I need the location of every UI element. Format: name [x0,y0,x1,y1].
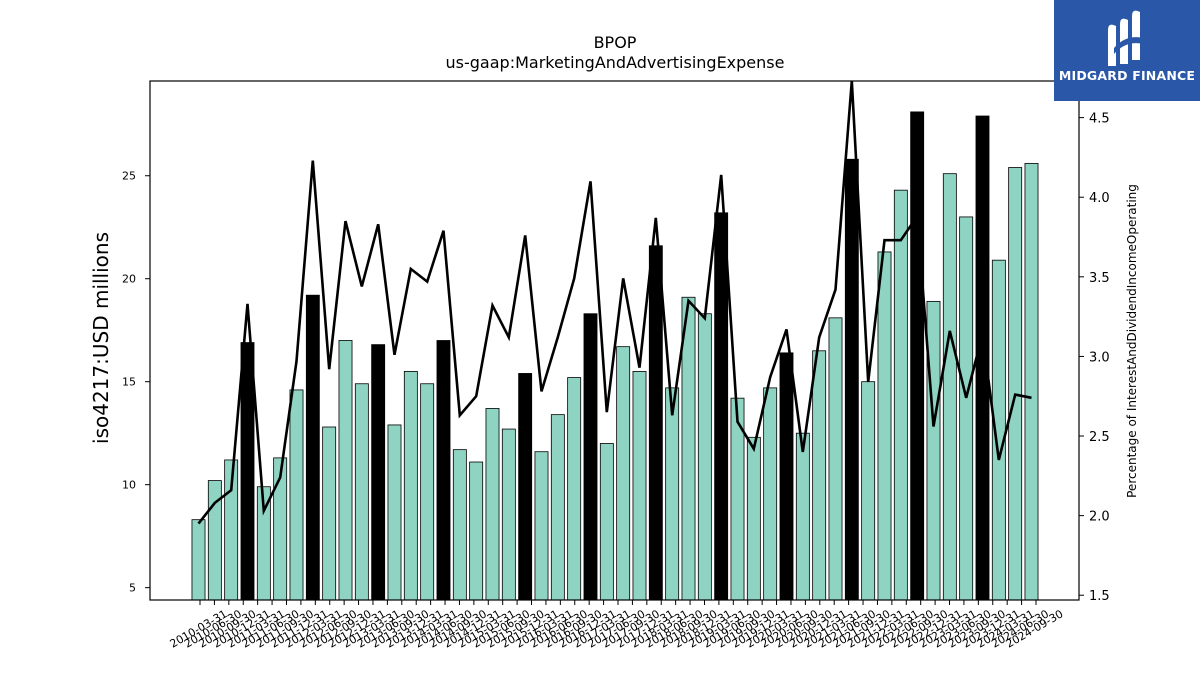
bar [420,383,435,601]
bar [387,424,402,601]
logo-text: MIDGARD FINANCE [1058,68,1196,83]
x-axis: 2010-03-312010-06-302010-09-302010-12-31… [168,600,1066,651]
bar [501,428,516,601]
series-line [197,80,1032,525]
bar [469,461,484,601]
y-tick-label: 25 [122,170,136,183]
bar [322,426,337,601]
bar [632,370,647,601]
bar [861,381,876,601]
y2-tick-label: 3.5 [1089,271,1110,286]
bar [714,212,729,601]
bars-layer [191,111,1039,601]
bar [746,436,761,601]
bar [191,519,206,601]
y-axis-right: 1.5 2.0 2.5 3.0 3.5 4.0 4.5 [1079,112,1110,604]
bar [812,350,827,601]
bar [844,158,859,601]
y2-tick-label: 4.0 [1089,191,1110,206]
bar [942,173,957,601]
y-tick-label: 20 [122,273,136,286]
bar [828,317,843,601]
y2-tick-label: 3.0 [1089,350,1110,365]
y2-tick-label: 1.5 [1089,589,1110,604]
bar [305,294,320,601]
bar [518,373,533,601]
bar [1024,162,1039,601]
bar [354,383,369,601]
bar [485,408,500,601]
bar [452,449,467,601]
bar [763,387,778,601]
y-axis-left: 5 10 15 20 25 [122,170,150,595]
bar [648,245,663,601]
bar [959,216,974,601]
bar [289,389,304,601]
bar [779,352,794,601]
bar [403,370,418,601]
bar [534,451,549,601]
bar [665,387,680,601]
y-axis-label: iso4217:USD millions [89,232,113,444]
bar [338,340,353,601]
bar [616,346,631,601]
y2-axis-label: Percentage of InterestAndDividendIncomeO… [1125,184,1139,498]
bar [681,296,696,601]
bar [877,251,892,601]
y-tick-label: 15 [122,376,136,389]
bar [567,377,582,601]
bar [910,111,925,601]
bar [583,313,598,601]
bar [893,189,908,601]
bar [240,342,255,601]
chart-subtitle: us-gaap:MarketingAndAdvertisingExpense [446,53,785,72]
line-layer [197,80,1032,525]
bar [436,340,451,601]
y2-tick-label: 4.5 [1089,112,1110,127]
y2-tick-label: 2.0 [1089,510,1110,525]
bar [975,115,990,601]
bar [599,443,614,601]
chart-title: BPOP [594,33,637,52]
logo-mark-icon [1108,10,1144,67]
bar [1008,167,1023,601]
bar [795,432,810,601]
y2-tick-label: 2.5 [1089,430,1110,445]
bar [371,344,386,601]
plot-frame [149,80,1080,601]
bar [926,300,941,601]
bar [697,313,712,601]
y-tick-label: 5 [129,582,136,595]
y-tick-label: 10 [122,479,136,492]
brand-logo: MIDGARD FINANCE [1054,0,1200,101]
bar [550,414,565,601]
